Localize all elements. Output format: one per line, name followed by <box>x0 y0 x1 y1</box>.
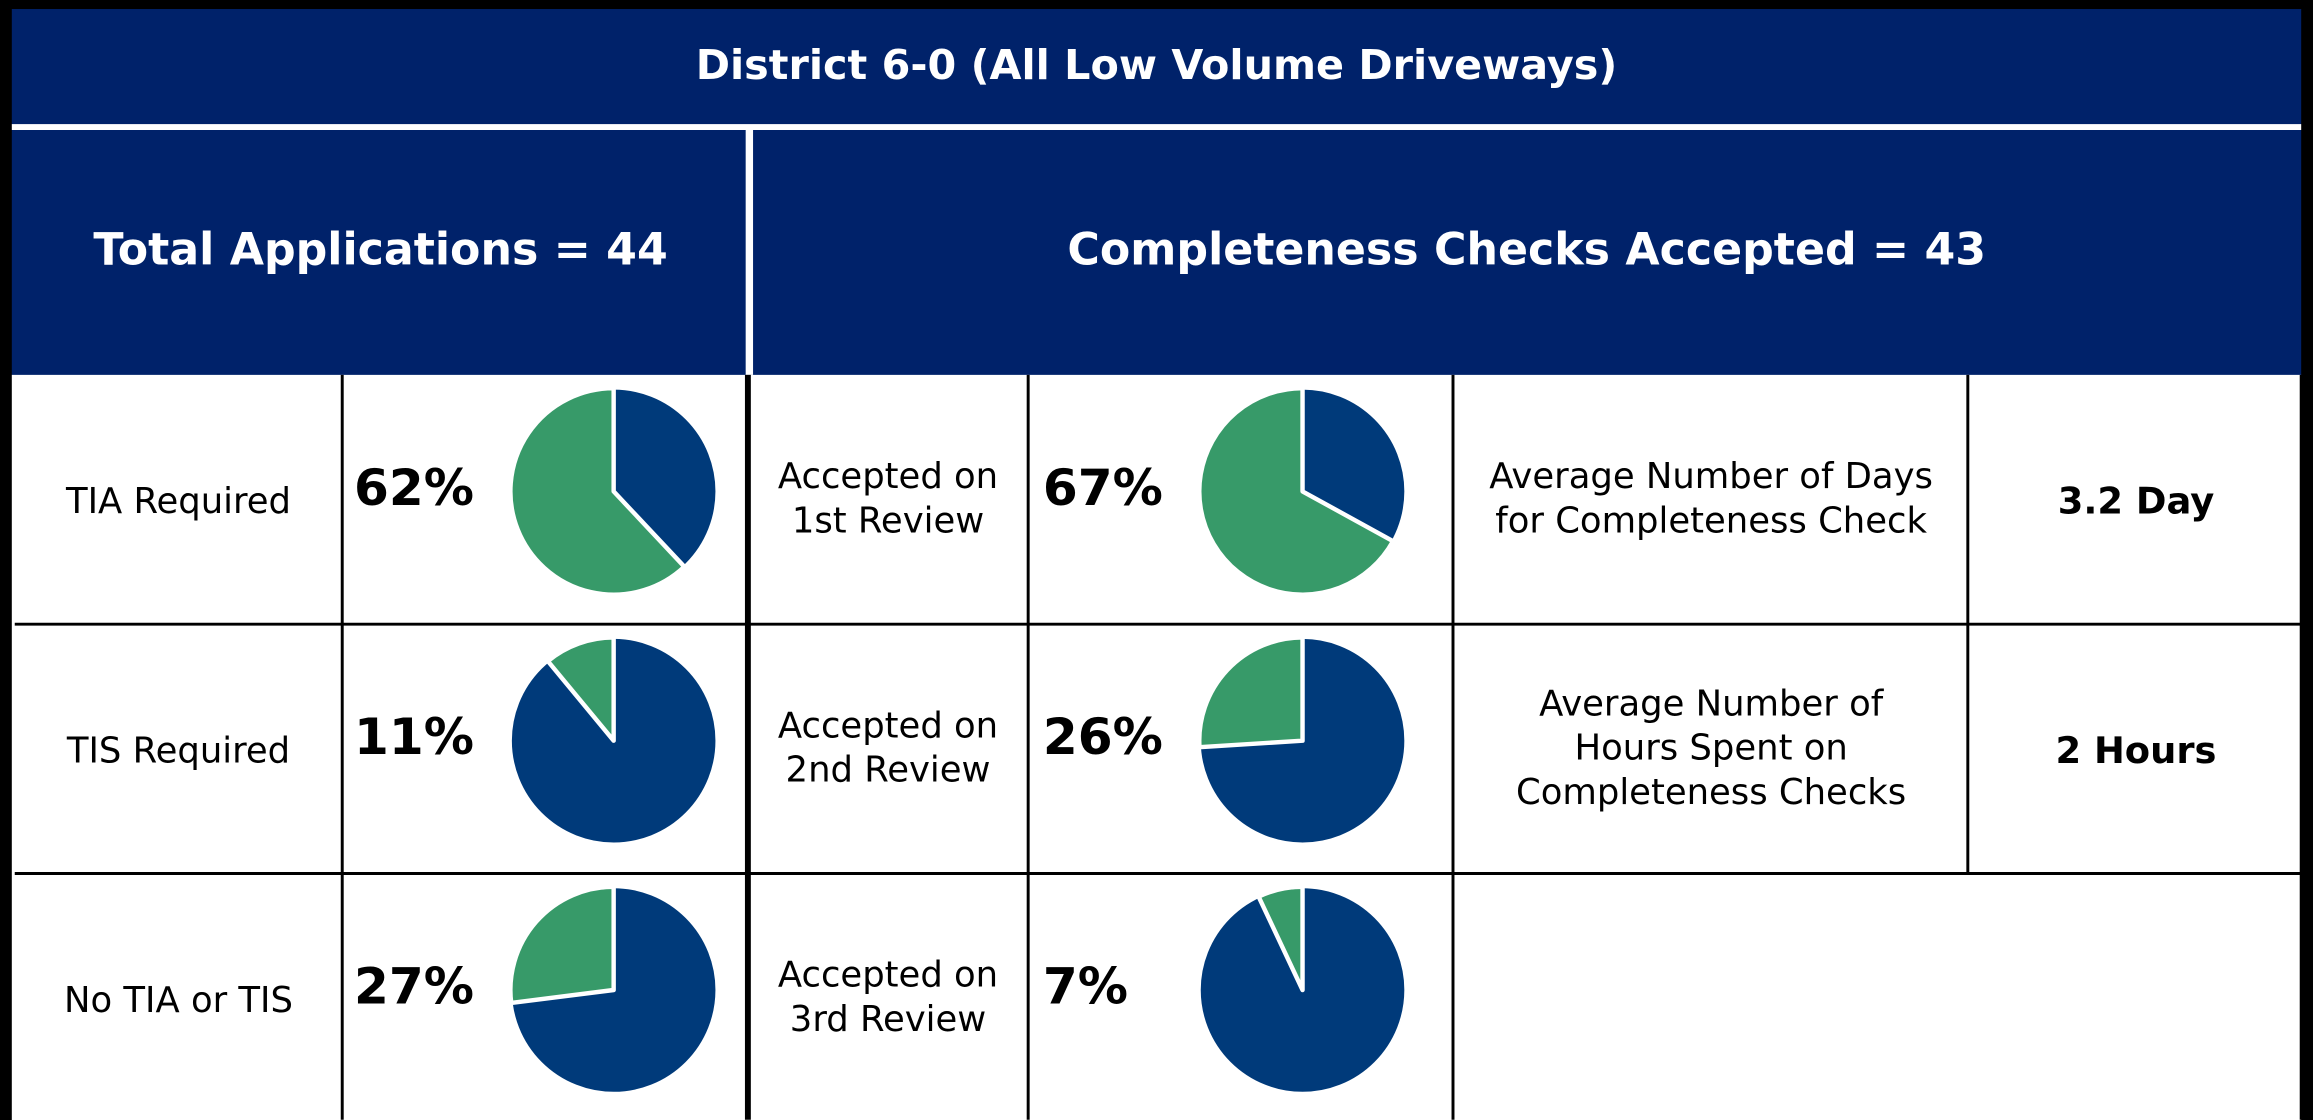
pie-share <box>1256 884 1305 993</box>
text-line: Average Number of <box>1539 683 1885 724</box>
text-line: Completeness Checks <box>1516 772 1906 813</box>
stat-label: Average Number of Hours Spent on Completen… <box>1516 683 1906 813</box>
pie-share <box>508 385 687 597</box>
text-line: Hours Spent on <box>1575 728 1848 769</box>
percent: 26% <box>1043 707 1163 766</box>
row-label: Accepted on 2nd Review <box>778 705 998 790</box>
text-line: No TIA or TIS <box>64 980 293 1021</box>
percent: 7% <box>1043 956 1128 1015</box>
percent: 11% <box>354 707 474 766</box>
row-label: No TIA or TIS <box>64 980 293 1021</box>
left-header: Total Applications = 44 <box>93 224 667 275</box>
right-header: Completeness Checks Accepted = 43 <box>1067 224 1986 275</box>
pie-share <box>508 884 616 1006</box>
text-line: TIA Required <box>65 481 291 522</box>
title-band <box>0 0 2313 125</box>
text-line: 3rd Review <box>790 999 986 1040</box>
text-line: Accepted on <box>778 456 998 497</box>
text-line: Average Number of Days <box>1489 456 1933 497</box>
stat-value: 3.2 Day <box>2058 480 2215 523</box>
pie-share <box>545 635 616 743</box>
text-line: 1st Review <box>792 500 984 541</box>
percent: 67% <box>1043 458 1163 517</box>
percent: 62% <box>354 458 474 517</box>
text-line: TIS Required <box>66 731 290 772</box>
row-label: TIS Required <box>66 731 290 772</box>
percent: 27% <box>354 956 474 1015</box>
row-label: Accepted on 1st Review <box>778 456 998 541</box>
stat-value: 2 Hours <box>2055 729 2216 772</box>
text-line: for Completeness Check <box>1495 500 1927 541</box>
text-line: Accepted on <box>778 955 998 996</box>
title: District 6-0 (All Low Volume Driveways) <box>696 41 1617 89</box>
pie-share <box>1197 635 1305 750</box>
stat-label: Average Number of Days for Completeness C… <box>1489 456 1933 541</box>
text-line: Accepted on <box>778 705 998 746</box>
row-label: TIA Required <box>65 481 291 522</box>
text-line: 2nd Review <box>786 750 991 791</box>
pie-share <box>1197 385 1396 597</box>
row-label: Accepted on 3rd Review <box>778 955 998 1040</box>
header-band <box>0 130 2313 375</box>
